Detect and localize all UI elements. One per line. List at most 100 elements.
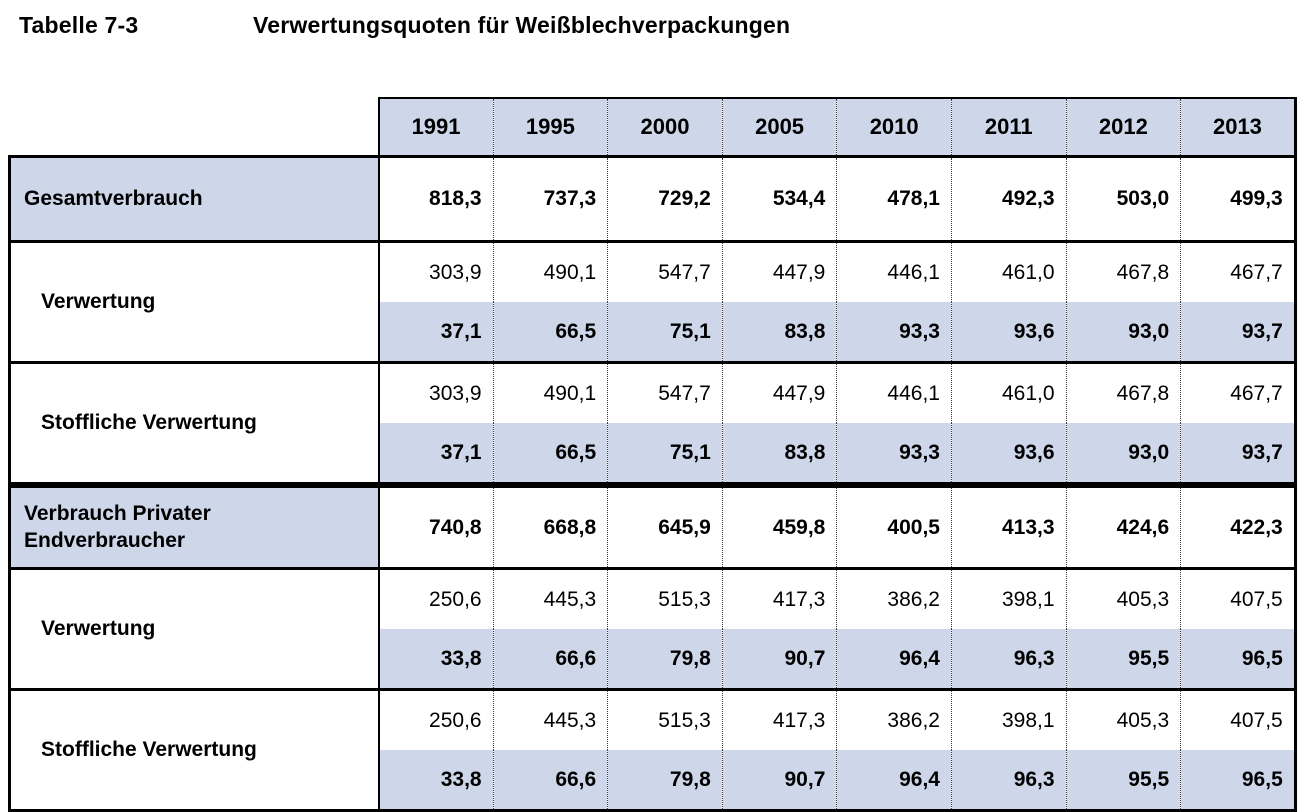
- year-header-cell: 2005: [721, 97, 837, 158]
- tonnage-cell: 398,1: [950, 688, 1067, 750]
- value-cell: 503,0: [1065, 155, 1181, 242]
- tonnage-cell: 490,1: [492, 240, 608, 302]
- quote-cell: 96,4: [836, 750, 952, 812]
- quote-cell: 93,6: [950, 302, 1067, 363]
- tonnage-cell: 547,7: [607, 240, 723, 302]
- tonnage-cell: 446,1: [836, 240, 952, 302]
- tonnage-cell: 467,8: [1065, 240, 1181, 302]
- table-row: 33,8 66,6 79,8 90,7 96,4 96,3 95,5 96,5: [10, 750, 1297, 812]
- year-header-cell: 2012: [1065, 97, 1181, 158]
- row-label: Stoffliche Verwertung: [8, 361, 379, 485]
- tonnage-cell: 303,9: [377, 361, 494, 423]
- quote-cell: 93,7: [1180, 423, 1297, 485]
- quote-cell: 93,0: [1065, 302, 1181, 363]
- quote-cell: 96,5: [1180, 750, 1297, 812]
- tonnage-cell: 467,7: [1180, 361, 1297, 423]
- year-header-cell: 1991: [377, 97, 494, 158]
- tonnage-cell: 250,6: [377, 688, 494, 750]
- quote-cell: 37,1: [377, 423, 494, 485]
- table-row: 33,8 66,6 79,8 90,7 96,4 96,3 95,5 96,5: [10, 629, 1297, 690]
- quote-cell: 79,8: [607, 629, 723, 690]
- quote-cell: 90,7: [721, 750, 837, 812]
- tonnage-cell: 407,5: [1180, 688, 1297, 750]
- quote-cell: 96,3: [950, 629, 1067, 690]
- row-label: Stoffliche Verwertung: [8, 688, 379, 812]
- value-cell: 478,1: [836, 155, 952, 242]
- quote-cell: 79,8: [607, 750, 723, 812]
- tonnage-cell: 386,2: [836, 567, 952, 629]
- table-row: Gesamtverbrauch 818,3 737,3 729,2 534,4 478,1…: [8, 155, 1297, 242]
- year-header-cell: 1995: [492, 97, 608, 158]
- quote-cell: 93,7: [1180, 302, 1297, 363]
- row-label: Verwertung: [8, 567, 379, 690]
- year-header-cell: 2000: [607, 97, 723, 158]
- tonnage-cell: 407,5: [1180, 567, 1297, 629]
- quote-cell: 33,8: [377, 629, 494, 690]
- value-cell: 729,2: [607, 155, 723, 242]
- tonnage-cell: 515,3: [607, 567, 723, 629]
- quote-cell: 33,8: [377, 750, 494, 812]
- tonnage-cell: 447,9: [721, 240, 837, 302]
- quote-cell: 93,3: [836, 423, 952, 485]
- quote-cell: 95,5: [1065, 629, 1181, 690]
- quote-cell: 96,4: [836, 629, 952, 690]
- quote-cell: 93,0: [1065, 423, 1181, 485]
- tonnage-cell: 490,1: [492, 361, 608, 423]
- year-header-cell: 2010: [836, 97, 952, 158]
- tonnage-cell: 398,1: [950, 567, 1067, 629]
- quote-cell: 96,3: [950, 750, 1067, 812]
- header-spacer: [10, 98, 379, 157]
- year-header-cell: 2011: [950, 97, 1067, 158]
- quote-cell: 96,5: [1180, 629, 1297, 690]
- tonnage-cell: 446,1: [836, 361, 952, 423]
- table-row: Stoffliche Verwertung 303,9 490,1 547,7 447,…: [8, 361, 1297, 485]
- value-cell: 413,3: [950, 482, 1067, 569]
- value-cell: 422,3: [1180, 482, 1297, 569]
- quote-cell: 93,3: [836, 302, 952, 363]
- tonnage-cell: 461,0: [950, 361, 1067, 423]
- value-cell: 400,5: [836, 482, 952, 569]
- tonnage-cell: 461,0: [950, 240, 1067, 302]
- row-label: Gesamtverbrauch: [8, 155, 379, 242]
- table-caption: Tabelle 7-3 Verwertungsquoten für Weißble…: [19, 12, 790, 39]
- tonnage-cell: 417,3: [721, 567, 837, 629]
- quote-cell: 37,1: [377, 302, 494, 363]
- table-row: 37,1 66,5 75,1 83,8 93,3 93,6 93,0 93,7: [10, 302, 1297, 363]
- row-label: Verwertung: [8, 240, 379, 363]
- data-table: 1991 1995 2000 2005 2010 2011 2012 2013 Gesamtve…: [8, 97, 1297, 812]
- year-header-cell: 2013: [1180, 97, 1297, 158]
- tonnage-cell: 445,3: [492, 688, 608, 750]
- quote-cell: 90,7: [721, 629, 837, 690]
- quote-cell: 66,5: [492, 423, 608, 485]
- tonnage-cell: 467,8: [1065, 361, 1181, 423]
- tonnage-cell: 445,3: [492, 567, 608, 629]
- value-cell: 737,3: [492, 155, 608, 242]
- tonnage-cell: 250,6: [377, 567, 494, 629]
- tonnage-cell: 467,7: [1180, 240, 1297, 302]
- tonnage-cell: 405,3: [1065, 567, 1181, 629]
- table-row: Verwertung 303,9 490,1 547,7 447,9 446,1 461,0…: [8, 240, 1297, 363]
- value-cell: 645,9: [607, 482, 723, 569]
- quote-cell: 66,6: [492, 629, 608, 690]
- value-cell: 459,8: [721, 482, 837, 569]
- quote-cell: 83,8: [721, 423, 837, 485]
- value-cell: 499,3: [1180, 155, 1297, 242]
- quote-cell: 93,6: [950, 423, 1067, 485]
- value-cell: 740,8: [377, 482, 494, 569]
- value-cell: 492,3: [950, 155, 1067, 242]
- quote-cell: 66,6: [492, 750, 608, 812]
- tonnage-cell: 386,2: [836, 688, 952, 750]
- table-title: Verwertungsquoten für Weißblechverpackun…: [253, 12, 791, 38]
- quote-cell: 83,8: [721, 302, 837, 363]
- table-row: Stoffliche Verwertung 250,6 445,3 515,3 417,…: [8, 688, 1297, 812]
- header-row: 1991 1995 2000 2005 2010 2011 2012 2013: [10, 97, 1297, 158]
- value-cell: 818,3: [377, 155, 494, 242]
- tonnage-cell: 447,9: [721, 361, 837, 423]
- row-label: Verbrauch Privater Endverbraucher: [8, 482, 379, 569]
- quote-cell: 75,1: [607, 423, 723, 485]
- quote-cell: 75,1: [607, 302, 723, 363]
- tonnage-cell: 547,7: [607, 361, 723, 423]
- quote-cell: 95,5: [1065, 750, 1181, 812]
- table-row: Verbrauch Privater Endverbraucher 740,8 66…: [8, 482, 1297, 569]
- table-row: 37,1 66,5 75,1 83,8 93,3 93,6 93,0 93,7: [10, 423, 1297, 485]
